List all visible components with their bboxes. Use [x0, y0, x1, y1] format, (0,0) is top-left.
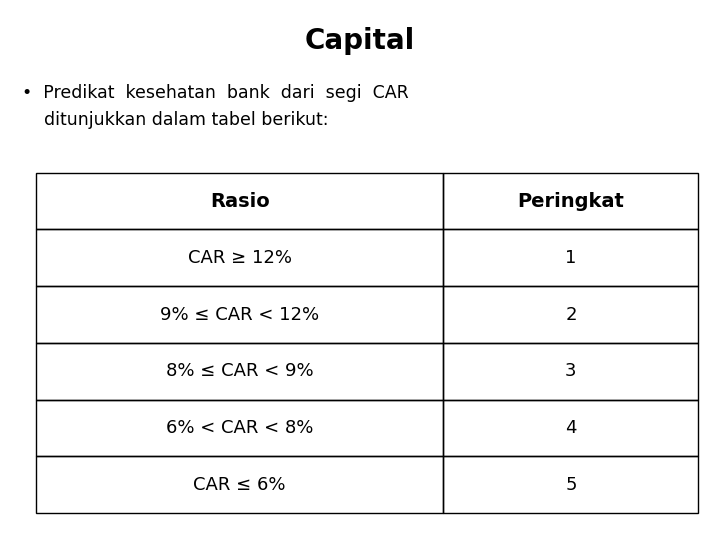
Text: 5: 5 [565, 476, 577, 494]
Text: CAR ≤ 6%: CAR ≤ 6% [194, 476, 286, 494]
Text: 8% ≤ CAR < 9%: 8% ≤ CAR < 9% [166, 362, 313, 380]
Text: 6% < CAR < 8%: 6% < CAR < 8% [166, 419, 313, 437]
Text: Rasio: Rasio [210, 192, 269, 211]
Text: ditunjukkan dalam tabel berikut:: ditunjukkan dalam tabel berikut: [22, 111, 328, 129]
Text: 1: 1 [565, 249, 577, 267]
Text: 2: 2 [565, 306, 577, 323]
Text: 4: 4 [565, 419, 577, 437]
Text: 3: 3 [565, 362, 577, 380]
Text: Peringkat: Peringkat [518, 192, 624, 211]
Text: 9% ≤ CAR < 12%: 9% ≤ CAR < 12% [160, 306, 319, 323]
Text: Capital: Capital [305, 27, 415, 55]
Text: •  Predikat  kesehatan  bank  dari  segi  CAR: • Predikat kesehatan bank dari segi CAR [22, 84, 408, 102]
Text: CAR ≥ 12%: CAR ≥ 12% [188, 249, 292, 267]
